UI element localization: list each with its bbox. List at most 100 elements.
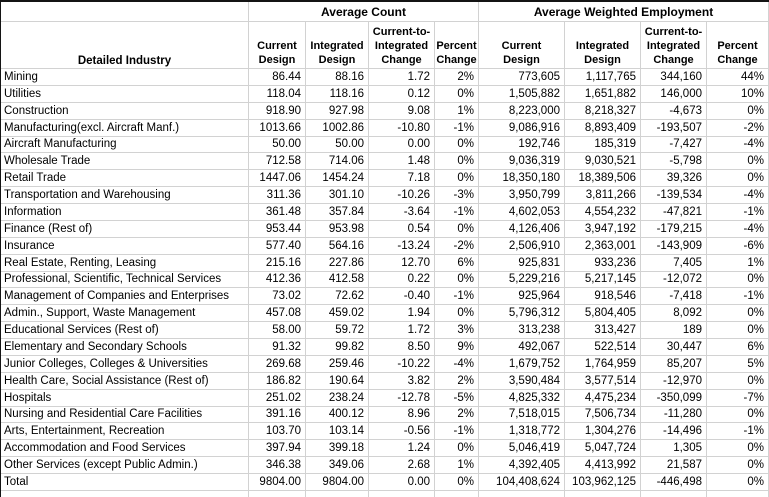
count-current-design-cell: 457.08 [249,305,306,323]
count-percent-change-cell: 3% [435,322,479,339]
awe-change-cell: 1,305 [641,440,707,458]
awe-current-design-cell: 2,506,910 [479,237,565,255]
awe-change-cell: -193,507 [641,119,707,137]
count-current-design-cell: 118.04 [249,85,306,103]
empty-cell [479,490,565,497]
count-integrated-design-cell: 927.98 [306,102,369,120]
count-change-cell: -13.24 [369,237,435,255]
group-header-row: Average Count Average Weighted Employmen… [1,2,769,22]
awe-percent-change-cell: -2% [707,119,769,137]
awe-current-design-cell: 1,505,882 [479,85,565,103]
count-change-cell: 1.94 [369,305,435,323]
empty-cell [641,490,707,497]
count-current-design-cell: 73.02 [249,288,306,306]
industry-cell: Insurance [1,237,249,255]
column-header-count-percent-change: Percent Change [435,22,479,69]
count-change-cell: 0.00 [369,474,435,491]
awe-change-cell: -14,496 [641,423,707,441]
awe-current-design-cell: 313,238 [479,322,565,339]
count-change-cell: 2.68 [369,457,435,474]
count-change-cell: 0.12 [369,85,435,103]
awe-change-cell: -4,673 [641,102,707,120]
count-percent-change-cell: -1% [435,204,479,221]
awe-current-design-cell: 4,602,053 [479,204,565,221]
awe-current-design-cell: 104,408,624 [479,474,565,491]
column-header-count-current-design: Current Design [249,22,306,69]
industry-cell: Other Services (except Public Admin.) [1,457,249,474]
awe-current-design-cell: 1,318,772 [479,423,565,441]
count-percent-change-cell: -1% [435,288,479,306]
awe-integrated-design-cell: 4,554,232 [565,204,641,221]
awe-change-cell: 189 [641,322,707,339]
table-row: Arts, Entertainment, Recreation 103.70 103… [1,423,769,441]
awe-change-cell: -446,498 [641,474,707,491]
count-percent-change-cell: -5% [435,389,479,407]
count-percent-change-cell: 2% [435,372,479,390]
industry-cell: Nursing and Residential Care Facilities [1,406,249,424]
count-percent-change-cell: 0% [435,440,479,458]
count-change-cell: 1.48 [369,153,435,171]
awe-percent-change-cell: 0% [707,457,769,474]
table-row: Information 361.48 357.84 -3.64 -1% 4,602,053… [1,204,769,221]
count-percent-change-cell: 0% [435,305,479,323]
count-current-design-cell: 953.44 [249,220,306,238]
count-change-cell: 3.82 [369,372,435,390]
awe-percent-change-cell: 0% [707,372,769,390]
awe-current-design-cell: 492,067 [479,339,565,356]
awe-integrated-design-cell: 1,117,765 [565,69,641,86]
awe-percent-change-cell: 10% [707,85,769,103]
count-percent-change-cell: 0% [435,271,479,289]
table-row: Health Care, Social Assistance (Rest of)… [1,372,769,390]
count-percent-change-cell: -1% [435,423,479,441]
empty-cell [707,490,769,497]
industry-cell: Finance (Rest of) [1,220,249,238]
count-percent-change-cell: -4% [435,355,479,373]
count-change-cell: -10.26 [369,187,435,204]
awe-percent-change-cell: 0% [707,406,769,424]
count-current-design-cell: 391.16 [249,406,306,424]
industry-cell: Information [1,204,249,221]
count-integrated-design-cell: 59.72 [306,322,369,339]
industry-cell: Total [1,474,249,491]
awe-current-design-cell: 3,950,799 [479,187,565,204]
industry-cell: Hospitals [1,389,249,407]
awe-percent-change-cell: 44% [707,69,769,86]
count-percent-change-cell: 0% [435,85,479,103]
awe-current-design-cell: 5,796,312 [479,305,565,323]
awe-integrated-design-cell: 185,319 [565,136,641,154]
awe-integrated-design-cell: 3,811,266 [565,187,641,204]
awe-integrated-design-cell: 4,475,234 [565,389,641,407]
table-row: Real Estate, Renting, Leasing 215.16 227.8… [1,254,769,272]
awe-change-cell: -11,280 [641,406,707,424]
count-integrated-design-cell: 349.06 [306,457,369,474]
industry-cell: Wholesale Trade [1,153,249,171]
table-row: Accommodation and Food Services 397.94 399… [1,440,769,458]
awe-current-design-cell: 18,350,180 [479,170,565,188]
count-current-design-cell: 412.36 [249,271,306,289]
awe-percent-change-cell: 5% [707,355,769,373]
count-change-cell: 12.70 [369,254,435,272]
count-integrated-design-cell: 564.16 [306,237,369,255]
count-current-design-cell: 50.00 [249,136,306,154]
awe-integrated-design-cell: 5,217,145 [565,271,641,289]
awe-percent-change-cell: -6% [707,237,769,255]
count-percent-change-cell: -2% [435,237,479,255]
empty-cell [565,490,641,497]
count-current-design-cell: 918.90 [249,102,306,120]
awe-change-cell: -12,072 [641,271,707,289]
awe-percent-change-cell: -1% [707,288,769,306]
count-percent-change-cell: 1% [435,457,479,474]
awe-change-cell: -7,418 [641,288,707,306]
count-current-design-cell: 397.94 [249,440,306,458]
table-row: Management of Companies and Enterprises 7… [1,288,769,306]
count-percent-change-cell: -1% [435,119,479,137]
awe-integrated-design-cell: 3,577,514 [565,372,641,390]
industry-cell: Management of Companies and Enterprises [1,288,249,306]
table-row: Other Services (except Public Admin.) 346… [1,457,769,474]
awe-percent-change-cell: 1% [707,254,769,272]
count-change-cell: -10.80 [369,119,435,137]
awe-percent-change-cell: 0% [707,271,769,289]
count-percent-change-cell: 0% [435,136,479,154]
count-integrated-design-cell: 72.62 [306,288,369,306]
count-current-design-cell: 91.32 [249,339,306,356]
